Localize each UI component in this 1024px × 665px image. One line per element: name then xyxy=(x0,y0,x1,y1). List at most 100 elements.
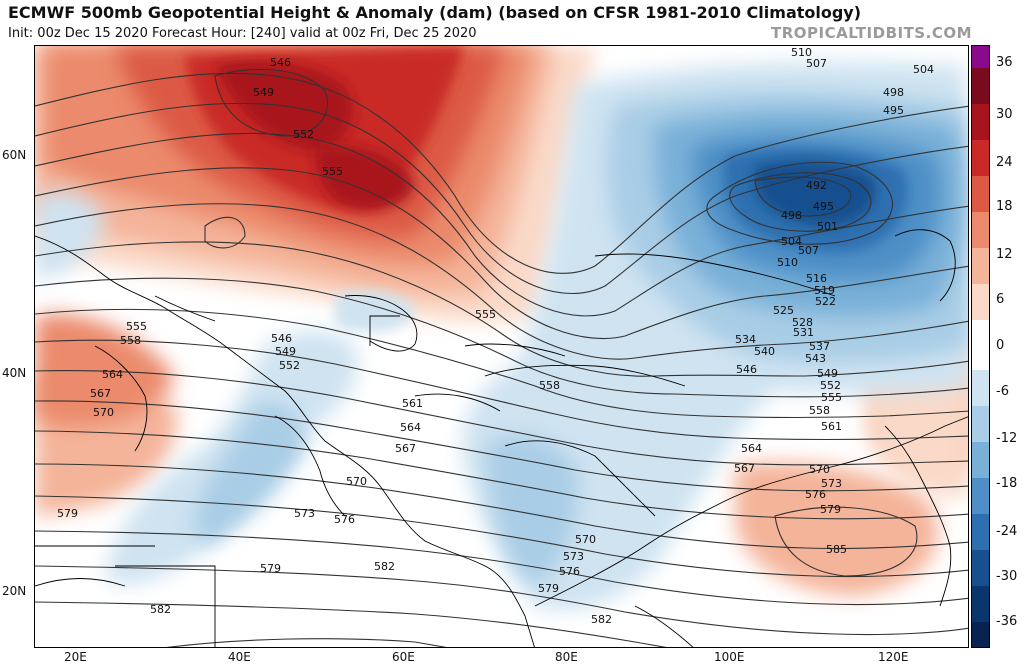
colorbar-swatch xyxy=(972,140,989,176)
contour-label: 561 xyxy=(402,397,423,410)
contour-label: 522 xyxy=(815,295,836,308)
contour-label: 552 xyxy=(293,128,314,141)
contour-label: 558 xyxy=(809,404,830,417)
contour-label: 528 xyxy=(792,316,813,329)
contour-label: 495 xyxy=(883,104,904,117)
watermark: TROPICALTIDBITS.COM xyxy=(771,24,972,42)
anomaly-map: 546 549 552 555 510 507 504 498 495 492 … xyxy=(35,46,968,647)
contour-label: 531 xyxy=(793,326,814,339)
contour-label: 579 xyxy=(57,507,78,520)
contour-label: 561 xyxy=(821,420,842,433)
contour-label: 525 xyxy=(773,304,794,317)
lon-label: 120E xyxy=(878,650,909,664)
contour-label: 516 xyxy=(806,272,827,285)
contour-label: 558 xyxy=(539,379,560,392)
colorbar-swatch xyxy=(972,68,989,104)
contour-label: 507 xyxy=(806,57,827,70)
lon-label: 40E xyxy=(228,650,251,664)
contour-label: 585 xyxy=(826,543,847,556)
contour-label: 576 xyxy=(559,565,580,578)
coastlines xyxy=(35,229,968,647)
contour-label: 504 xyxy=(913,63,934,76)
contour-label: 546 xyxy=(270,56,291,69)
contour-label: 582 xyxy=(591,613,612,626)
colorbar-label: 36 xyxy=(996,55,1013,70)
contour-label: 573 xyxy=(294,507,315,520)
contour-label: 546 xyxy=(271,332,292,345)
colorbar-label: 18 xyxy=(996,199,1013,214)
contour-label: 498 xyxy=(781,209,802,222)
contour-label: 567 xyxy=(395,442,416,455)
contour-label: 549 xyxy=(817,367,838,380)
contour-label: 570 xyxy=(575,533,596,546)
contour-label: 495 xyxy=(813,200,834,213)
contour-label: 540 xyxy=(754,345,775,358)
lon-label: 100E xyxy=(714,650,745,664)
colorbar-label: -24 xyxy=(996,524,1018,539)
contour-label: 564 xyxy=(102,368,123,381)
colorbar-label: 6 xyxy=(996,292,1005,307)
contour-label: 549 xyxy=(253,86,274,99)
map-title: ECMWF 500mb Geopotential Height & Anomal… xyxy=(8,3,862,22)
colorbar-swatch xyxy=(972,212,989,248)
contour-label: 567 xyxy=(90,387,111,400)
colorbar-label: -6 xyxy=(996,384,1009,399)
contour-label: 564 xyxy=(741,442,762,455)
contour-label: 555 xyxy=(322,165,343,178)
contour-label: 579 xyxy=(260,562,281,575)
contour-label: 582 xyxy=(374,560,395,573)
lat-label: 40N xyxy=(2,366,27,380)
contour-label: 567 xyxy=(734,462,755,475)
map-subtitle: Init: 00z Dec 15 2020 Forecast Hour: [24… xyxy=(8,26,477,41)
colorbar-swatches xyxy=(972,46,989,647)
lat-label: 20N xyxy=(2,584,27,598)
contour-label: 549 xyxy=(275,345,296,358)
contour-label: 498 xyxy=(883,86,904,99)
map-panel: 546 549 552 555 510 507 504 498 495 492 … xyxy=(34,45,969,648)
contour-label: 537 xyxy=(809,340,830,353)
contour-label: 579 xyxy=(820,503,841,516)
colorbar-label: 0 xyxy=(996,338,1005,353)
lon-label: 60E xyxy=(392,650,415,664)
contour-label: 492 xyxy=(806,179,827,192)
contour-label: 573 xyxy=(821,477,842,490)
colorbar-label: 24 xyxy=(996,155,1013,170)
contour-label: 582 xyxy=(150,603,171,616)
contour-label: 555 xyxy=(821,391,842,404)
contour-label: 555 xyxy=(475,308,496,321)
height-contours xyxy=(35,68,968,647)
contour-label: 552 xyxy=(820,379,841,392)
contour-label: 552 xyxy=(279,359,300,372)
colorbar-swatch xyxy=(972,320,989,370)
contour-label: 570 xyxy=(93,406,114,419)
colorbar-swatch xyxy=(972,442,989,478)
lon-label: 80E xyxy=(555,650,578,664)
contour-label: 501 xyxy=(817,220,838,233)
colorbar-label: -30 xyxy=(996,569,1018,584)
colorbar-label: 30 xyxy=(996,107,1013,122)
contour-labels: 546 549 552 555 510 507 504 498 495 492 … xyxy=(57,46,934,626)
colorbar xyxy=(971,45,990,648)
contour-label: 576 xyxy=(805,488,826,501)
colorbar-swatch xyxy=(972,370,989,406)
contour-label: 534 xyxy=(735,333,756,346)
anomaly-shading xyxy=(35,46,968,610)
contour-label: 510 xyxy=(777,256,798,269)
contour-label: 543 xyxy=(805,352,826,365)
lat-label: 60N xyxy=(2,148,27,162)
colorbar-swatch xyxy=(972,104,989,140)
contour-label: 579 xyxy=(538,582,559,595)
colorbar-swatch xyxy=(972,514,989,550)
contour-label: 570 xyxy=(809,463,830,476)
contour-label: 570 xyxy=(346,475,367,488)
contour-label: 546 xyxy=(736,363,757,376)
colorbar-label: 12 xyxy=(996,247,1013,262)
colorbar-swatch xyxy=(972,550,989,586)
contour-label: 576 xyxy=(334,513,355,526)
contour-label: 573 xyxy=(563,550,584,563)
contour-label: 564 xyxy=(400,421,421,434)
contour-label: 504 xyxy=(781,235,802,248)
colorbar-label: -12 xyxy=(996,431,1018,446)
colorbar-swatch xyxy=(972,176,989,212)
colorbar-swatch xyxy=(972,248,989,284)
